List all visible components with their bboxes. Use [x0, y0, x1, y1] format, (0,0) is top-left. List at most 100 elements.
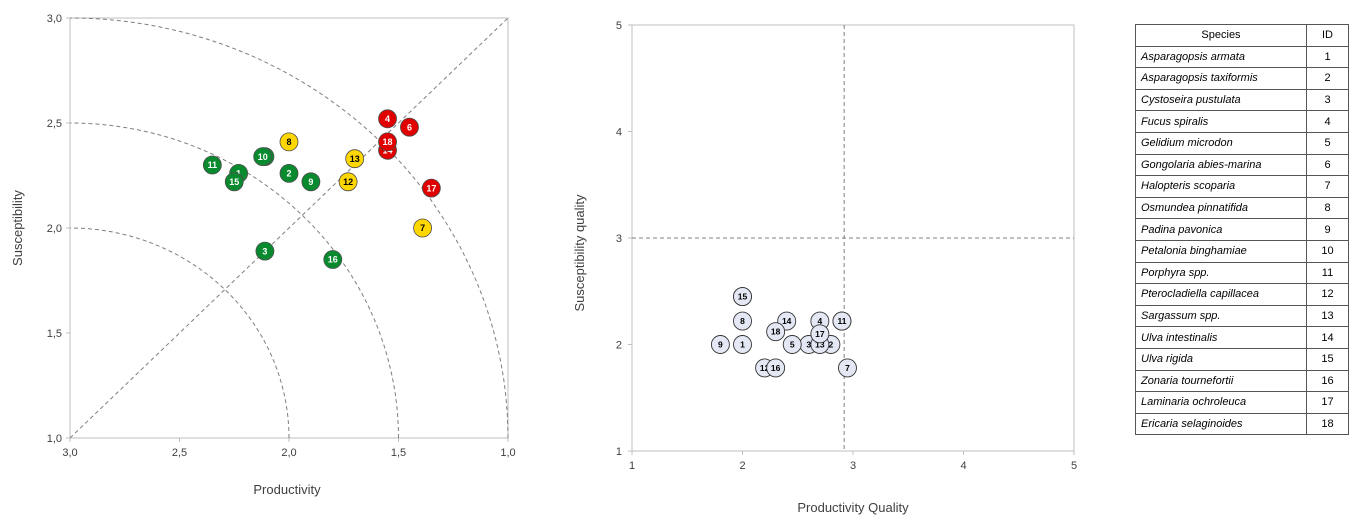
species-id-cell: 1 — [1306, 45, 1349, 69]
data-point-label: 8 — [286, 137, 291, 147]
table-row: Ulva rigida 15 — [1135, 347, 1349, 371]
data-point — [378, 132, 397, 152]
data-point-label: 18 — [383, 137, 393, 147]
species-name-cell: Fucus spiralis — [1135, 110, 1307, 133]
table-row: Osmundea pinnatifida 8 — [1135, 196, 1349, 220]
species-id-cell: 7 — [1306, 175, 1349, 198]
table-row: Zonaria tournefortii 16 — [1135, 369, 1349, 393]
species-id-cell: 13 — [1306, 304, 1349, 328]
table-row: Petalonia binghamiae 10 — [1135, 239, 1349, 263]
x-tick-label: 3,0 — [62, 447, 77, 459]
x-tick-label: 2,5 — [172, 447, 187, 459]
data-point — [202, 155, 222, 175]
x-tick-label: 2,0 — [281, 447, 296, 459]
species-name-cell: Ericaria selaginoides — [1135, 412, 1307, 436]
species-name-cell: Asparagopsis taxiformis — [1135, 67, 1307, 90]
data-point — [323, 250, 343, 269]
x-tick-label: 3 — [850, 460, 856, 472]
data-point — [413, 218, 432, 238]
data-point — [224, 172, 244, 192]
data-point — [810, 324, 830, 344]
species-id-cell: 2 — [1306, 67, 1349, 90]
species-name-cell: Ulva intestinalis — [1135, 326, 1307, 349]
header-id: ID — [1306, 24, 1349, 47]
data-point — [279, 163, 299, 183]
data-point-label: 11 — [837, 316, 846, 326]
data-point — [838, 358, 857, 378]
table-row: Asparagopsis armata 1 — [1135, 45, 1349, 69]
data-point-label: 10 — [258, 152, 268, 162]
data-point-label: 2 — [829, 340, 834, 350]
y-tick-label: 3 — [616, 233, 622, 245]
data-point — [253, 147, 273, 167]
data-point-label: 11 — [208, 160, 218, 170]
x-tick-label: 2 — [739, 460, 745, 472]
table-row: Pterocladiella capillacea 12 — [1135, 283, 1349, 306]
data-point-label: 12 — [760, 363, 770, 373]
data-point — [733, 311, 752, 331]
header-species: Species — [1135, 24, 1307, 47]
data-point — [710, 335, 730, 354]
y-tick-label: 3,0 — [47, 13, 62, 25]
data-point — [766, 358, 786, 378]
x-tick-label: 1,5 — [391, 447, 406, 459]
species-name-cell: Padina pavonica — [1135, 218, 1307, 241]
species-table: Species ID Asparagopsis armata 1 Asparagop… — [1135, 24, 1349, 436]
data-point-label: 16 — [771, 363, 781, 373]
species-id-cell: 6 — [1306, 153, 1349, 177]
data-point-label: 3 — [806, 340, 811, 350]
data-point-label: 3 — [262, 246, 267, 256]
data-point — [733, 287, 752, 307]
species-name-cell: Gelidium microdon — [1135, 131, 1307, 155]
data-point — [301, 172, 321, 192]
data-point-label: 17 — [815, 329, 825, 339]
data-point — [782, 335, 802, 354]
table-row: Cystoseira pustulata 3 — [1135, 88, 1349, 112]
data-point-label: 13 — [350, 154, 360, 164]
x-tick-label: 5 — [1071, 460, 1077, 472]
data-point-label: 8 — [740, 316, 745, 326]
data-point-label: 4 — [385, 114, 390, 124]
data-point — [378, 109, 397, 129]
data-point — [279, 132, 299, 152]
species-id-cell: 12 — [1306, 283, 1349, 306]
species-name-cell: Osmundea pinnatifida — [1135, 196, 1307, 220]
data-point-label: 14 — [782, 316, 792, 326]
data-point-label: 12 — [343, 177, 353, 187]
x-axis-title: Productivity — [253, 482, 321, 497]
data-point-label: 13 — [815, 340, 825, 350]
species-id-cell: 10 — [1306, 239, 1349, 263]
table-row: Gongolaria abies-marina 6 — [1135, 153, 1349, 177]
y-tick-label: 1,0 — [47, 433, 62, 445]
data-point-label: 7 — [420, 223, 425, 233]
data-point — [421, 178, 441, 198]
species-id-cell: 14 — [1306, 326, 1349, 349]
y-tick-label: 1,5 — [47, 328, 62, 340]
species-name-cell: Cystoseira pustulata — [1135, 88, 1307, 112]
species-name-cell: Pterocladiella capillacea — [1135, 283, 1307, 306]
table-row: Asparagopsis taxiformis 2 — [1135, 67, 1349, 90]
y-axis-title: Susceptibility — [10, 190, 25, 266]
data-point-label: 1 — [740, 340, 745, 350]
table-row: Porphyra spp. 11 — [1135, 261, 1349, 285]
data-point-label: 9 — [718, 340, 723, 350]
y-axis-title: Susceptibility quality — [572, 194, 587, 312]
table-row: Ulva intestinalis 14 — [1135, 326, 1349, 349]
data-point-label: 17 — [426, 183, 436, 193]
y-tick-label: 1 — [616, 446, 622, 458]
species-name-cell: Sargassum spp. — [1135, 304, 1307, 328]
x-axis-title: Productivity Quality — [797, 500, 909, 515]
species-name-cell: Gongolaria abies-marina — [1135, 153, 1307, 177]
species-id-cell: 9 — [1306, 218, 1349, 241]
species-id-cell: 18 — [1306, 412, 1349, 436]
species-id-cell: 15 — [1306, 347, 1349, 371]
data-point-label: 15 — [229, 177, 239, 187]
species-name-cell: Halopteris scoparia — [1135, 175, 1307, 198]
species-name-cell: Ulva rigida — [1135, 347, 1307, 371]
table-row: Halopteris scoparia 7 — [1135, 175, 1349, 198]
y-tick-label: 2,5 — [47, 118, 62, 130]
table-row: Sargassum spp. 13 — [1135, 304, 1349, 328]
data-point — [345, 149, 365, 169]
